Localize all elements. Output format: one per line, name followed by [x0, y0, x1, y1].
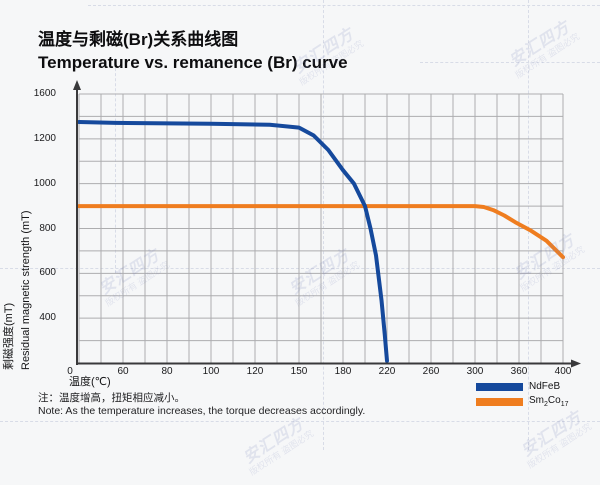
y-axis-arrow	[73, 80, 81, 90]
footnote-zh: 注：温度增高，扭矩相应减小。	[38, 392, 185, 404]
background-dashed-line	[0, 421, 600, 422]
background-dashed-line	[323, 0, 324, 450]
background-dashed-line	[88, 5, 600, 6]
legend-label-ndfeb: NdFeB	[529, 381, 561, 392]
x-axis-title: 温度(℃)	[69, 376, 111, 388]
y-axis-title-zh: 剩磁强度(mT)	[3, 302, 15, 370]
chart-grid	[78, 93, 564, 364]
sm2co17-color-swatch	[476, 397, 523, 406]
footnote: 注：温度增高，扭矩相应减小。 Note: As the temperature …	[38, 392, 365, 418]
background-dashed-line	[115, 58, 116, 273]
ndfeb-color-swatch	[476, 382, 523, 391]
sm2co17-curve	[77, 204, 565, 260]
legend-item-sm2co17: Sm2Co17	[476, 394, 569, 409]
background-dashed-line	[528, 0, 529, 450]
line-chart	[73, 80, 581, 368]
chart-series	[77, 120, 565, 363]
chart-title-zh: 温度与剩磁(Br)关系曲线图	[38, 30, 239, 49]
footnote-en: Note: As the temperature increases, the …	[38, 405, 366, 417]
legend-label-sm2co17: Sm2Co17	[529, 395, 569, 408]
ndfeb-curve	[77, 120, 389, 363]
legend: NdFeB Sm2Co17	[476, 379, 569, 409]
x-axis-arrow	[571, 359, 581, 368]
y-axis-title-en: Residual magnetic strength (mT)	[20, 210, 32, 370]
background-dashed-line	[420, 62, 600, 63]
chart-title-en: Temperature vs. remanence (Br) curve	[38, 53, 348, 72]
chart-title: 温度与剩磁(Br)关系曲线图 Temperature vs. remanence…	[38, 28, 348, 74]
background-dashed-line	[0, 268, 600, 269]
legend-item-ndfeb: NdFeB	[476, 379, 569, 394]
